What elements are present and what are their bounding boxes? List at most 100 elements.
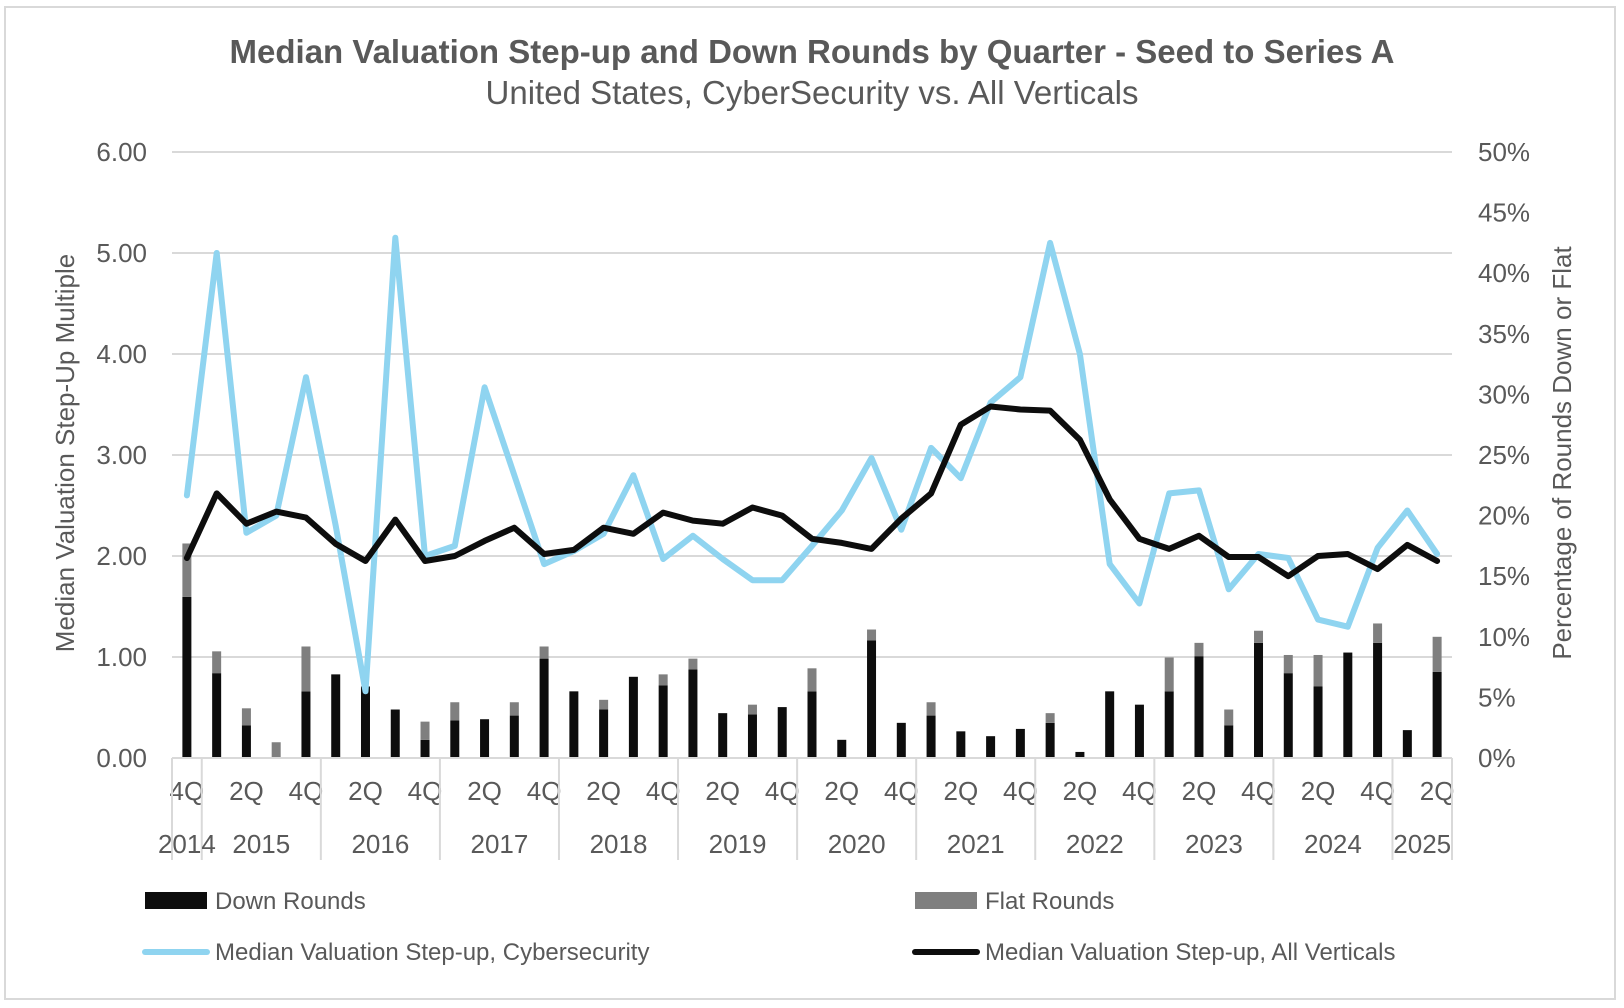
year-tick-label: 2025 xyxy=(1393,829,1451,859)
flat-rounds-bar xyxy=(301,646,311,692)
flat-rounds-bar xyxy=(182,543,192,597)
left-tick-label: 2.00 xyxy=(96,541,147,571)
year-tick-label: 2020 xyxy=(828,829,886,859)
flat-rounds-bar xyxy=(1045,713,1055,723)
chart-subtitle: United States, CyberSecurity vs. All Ver… xyxy=(486,74,1139,111)
quarter-tick-label: 4Q xyxy=(884,776,919,806)
down-rounds-bar xyxy=(1402,730,1412,758)
down-rounds-bar xyxy=(688,669,698,758)
flat-rounds-bar xyxy=(658,674,668,686)
quarter-tick-label: 2Q xyxy=(1063,776,1098,806)
flat-rounds-bar xyxy=(599,699,609,710)
x-axis: 4Q 2Q 4Q 2Q 4Q 2Q 4Q 2Q 4Q 2Q 4Q 2Q 4Q 2Q 4Q 2Q 4Q 2Q 4Q 2Q… xyxy=(158,757,1454,860)
down-rounds-bar xyxy=(986,736,996,758)
down-rounds-bar xyxy=(450,720,460,758)
down-rounds-bar xyxy=(569,691,579,758)
left-axis-title: Median Valuation Step-Up Multiple xyxy=(50,254,80,652)
chart-title: Median Valuation Step-up and Down Rounds… xyxy=(230,33,1395,70)
year-tick-label: 2021 xyxy=(947,829,1005,859)
down-rounds-bar xyxy=(360,686,370,758)
down-rounds-bar xyxy=(777,707,787,758)
down-rounds-bar xyxy=(896,722,906,758)
right-tick-label: 50% xyxy=(1478,137,1530,167)
left-tick-label: 3.00 xyxy=(96,440,147,470)
down-rounds-bar xyxy=(1105,691,1115,758)
down-rounds-bar xyxy=(420,739,430,758)
down-rounds-bar xyxy=(241,725,251,758)
quarter-tick-label: 2Q xyxy=(229,776,264,806)
bars xyxy=(182,543,1442,758)
quarter-tick-label: 4Q xyxy=(1241,776,1276,806)
right-axis-title: Percentage of Rounds Down or Flat xyxy=(1547,246,1577,660)
flat-rounds-bar xyxy=(1373,623,1383,643)
legend-swatch xyxy=(145,892,207,909)
right-tick-label: 40% xyxy=(1478,258,1530,288)
right-tick-label: 5% xyxy=(1478,682,1516,712)
flat-rounds-bar xyxy=(1313,654,1323,687)
down-rounds-bar xyxy=(807,691,817,758)
down-rounds-bar xyxy=(1075,751,1085,758)
quarter-tick-label: 4Q xyxy=(527,776,562,806)
year-tick-label: 2018 xyxy=(590,829,648,859)
quarter-tick-label: 4Q xyxy=(408,776,443,806)
flat-rounds-bar xyxy=(212,651,222,674)
year-tick-label: 2019 xyxy=(709,829,767,859)
down-rounds-bar xyxy=(1194,656,1204,758)
quarter-tick-label: 2Q xyxy=(1182,776,1217,806)
down-rounds-bar xyxy=(480,719,490,758)
quarter-tick-label: 4Q xyxy=(1003,776,1038,806)
flat-rounds-bar xyxy=(1432,636,1442,672)
down-rounds-bar xyxy=(1283,673,1293,758)
all-verticals-line xyxy=(183,403,1441,580)
year-tick-label: 2024 xyxy=(1304,829,1362,859)
down-rounds-bar xyxy=(747,714,757,758)
left-tick-label: 5.00 xyxy=(96,238,147,268)
flat-rounds-bar xyxy=(926,702,936,716)
down-rounds-bar xyxy=(1015,728,1025,758)
left-tick-label: 0.00 xyxy=(96,743,147,773)
down-rounds-bar xyxy=(926,715,936,758)
down-rounds-bar xyxy=(1045,722,1055,758)
quarter-tick-label: 2Q xyxy=(943,776,978,806)
year-tick-label: 2016 xyxy=(351,829,409,859)
down-rounds-bar xyxy=(212,673,222,758)
flat-rounds-bar xyxy=(420,721,430,740)
down-rounds-bar xyxy=(1343,652,1353,758)
down-rounds-bar xyxy=(1313,686,1323,758)
quarter-tick-label: 2Q xyxy=(348,776,383,806)
down-rounds-bar xyxy=(301,691,311,758)
flat-rounds-bar xyxy=(271,742,281,758)
right-tick-label: 25% xyxy=(1478,440,1530,470)
down-rounds-bar xyxy=(182,596,192,758)
quarter-tick-label: 4Q xyxy=(765,776,800,806)
flat-rounds-bar xyxy=(1164,657,1174,692)
left-tick-label: 1.00 xyxy=(96,642,147,672)
flat-rounds-bar xyxy=(1194,642,1204,657)
flat-rounds-bar xyxy=(807,668,817,692)
quarter-tick-label: 4Q xyxy=(646,776,681,806)
down-rounds-bar xyxy=(718,713,728,758)
quarter-tick-label: 2Q xyxy=(705,776,740,806)
legend-label: Down Rounds xyxy=(215,888,366,915)
year-tick-label: 2023 xyxy=(1185,829,1243,859)
down-rounds-bar xyxy=(956,731,966,758)
right-tick-label: 30% xyxy=(1478,379,1530,409)
down-rounds-bar xyxy=(1432,671,1442,758)
legend-label: Flat Rounds xyxy=(985,888,1114,915)
flat-rounds-bar xyxy=(688,658,698,670)
down-rounds-bar xyxy=(837,739,847,758)
down-rounds-bar xyxy=(1254,642,1264,758)
right-tick-label: 35% xyxy=(1478,319,1530,349)
down-rounds-bar xyxy=(628,676,638,758)
right-tick-label: 15% xyxy=(1478,561,1530,591)
right-tick-label: 20% xyxy=(1478,501,1530,531)
flat-rounds-bar xyxy=(747,704,757,715)
quarter-tick-label: 2Q xyxy=(467,776,502,806)
flat-rounds-bar xyxy=(1224,709,1234,726)
left-tick-label: 6.00 xyxy=(96,137,147,167)
flat-rounds-bar xyxy=(509,702,519,716)
down-rounds-bar xyxy=(331,674,341,758)
legend: Down Rounds Flat Rounds Median Valuation S… xyxy=(142,888,1395,966)
flat-rounds-bar xyxy=(1254,630,1264,643)
legend-label: Median Valuation Step-up, Cybersecurity xyxy=(215,939,649,966)
